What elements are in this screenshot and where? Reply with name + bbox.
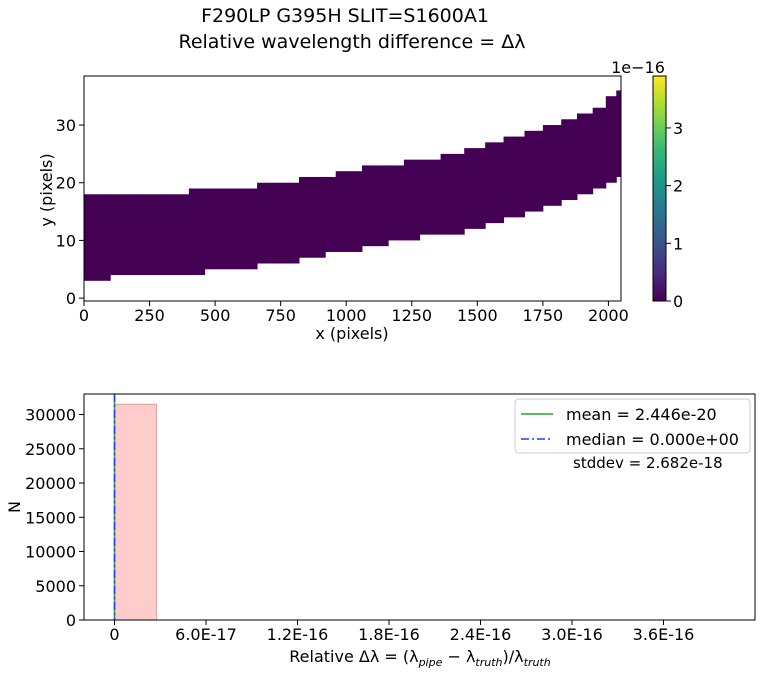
tick-label: 20000 (25, 474, 76, 493)
trace-segment (404, 160, 420, 241)
tick-label: 3.6E-16 (633, 625, 695, 644)
trace-segment (504, 137, 525, 218)
figure-title-line2: Relative wavelength difference = Δλ (178, 31, 525, 53)
trace-segment (362, 165, 389, 246)
trace-segment (485, 142, 504, 223)
colorbar: 0 1 2 3 1e−16 (611, 58, 683, 311)
trace-segment (388, 165, 404, 240)
tick-label: 5000 (35, 577, 76, 596)
histogram-bar (115, 404, 157, 620)
trace-segment (606, 96, 617, 183)
trace-segment (543, 125, 562, 206)
tick-label: 0 (66, 289, 76, 308)
heatmap-x-ticks: 0 250 500 750 1000 1250 1500 1750 2000 (79, 301, 629, 325)
tick-label: 2 (673, 177, 683, 196)
tick-label: 500 (200, 306, 231, 325)
tick-label: 0 (109, 625, 119, 644)
histogram-panel: 0 6.0E-17 1.2E-16 1.8E-16 2.4E-16 3.0E-16 3.6E… (5, 394, 755, 669)
tick-label: 0 (66, 611, 76, 630)
trace-segment (420, 160, 441, 235)
tick-label: 3.0E-16 (541, 625, 603, 644)
trace-segment (241, 189, 257, 270)
trace-segment (325, 177, 336, 252)
trace-segment (299, 177, 326, 258)
tick-label: 30 (56, 116, 76, 135)
trace-segment (110, 194, 137, 275)
tick-label: 750 (265, 306, 296, 325)
tick-label: 25000 (25, 440, 76, 459)
trace-segment (525, 131, 544, 212)
trace-segment (136, 194, 163, 275)
legend-median-label: median = 0.000e+00 (566, 430, 739, 449)
trace-segment (441, 154, 465, 235)
trace-segment (205, 189, 242, 270)
histogram-bars (115, 404, 157, 620)
trace-segment (577, 114, 593, 195)
tick-label: 250 (134, 306, 165, 325)
trace-segment (289, 183, 300, 264)
tick-label: 6.0E-17 (175, 625, 237, 644)
tick-label: 0 (673, 292, 683, 311)
histogram-ylabel: N (5, 501, 24, 513)
histogram-y-ticks: 0 5000 10000 15000 20000 25000 30000 (25, 406, 84, 630)
tick-label: 10 (56, 231, 76, 250)
tick-label: 1750 (523, 306, 564, 325)
trace-segment (84, 194, 111, 281)
trace-segment (189, 189, 205, 276)
figure-title-line1: F290LP G395H SLIT=S1600A1 (201, 5, 489, 27)
tick-label: 2.4E-16 (450, 625, 512, 644)
legend-mean-label: mean = 2.446e-20 (566, 405, 717, 424)
stddev-annotation: stddev = 2.682e-18 (573, 454, 723, 472)
histogram-xlabel: Relative Δλ = (λpipe − λtruth)/λtruth (289, 647, 550, 669)
heatmap-panel: 0 250 500 750 1000 1250 1500 1750 2000 0 10 20 30 x… (37, 76, 629, 343)
trace-segment (561, 119, 577, 200)
colorbar-ticks: 0 1 2 3 (666, 119, 683, 311)
trace-segment (163, 194, 190, 275)
tick-label: 1250 (391, 306, 432, 325)
tick-label: 10000 (25, 543, 76, 562)
heatmap-xlabel: x (pixels) (315, 324, 388, 343)
trace-segment (464, 148, 485, 229)
tick-label: 3 (673, 119, 683, 138)
tick-label: 1.8E-16 (358, 625, 420, 644)
tick-label: 1.2E-16 (267, 625, 329, 644)
tick-label: 15000 (25, 508, 76, 527)
colorbar-gradient (653, 76, 666, 301)
tick-label: 1500 (457, 306, 498, 325)
histogram-legend: mean = 2.446e-20 median = 0.000e+00 (515, 399, 750, 453)
histogram-x-ticks: 0 6.0E-17 1.2E-16 1.8E-16 2.4E-16 3.0E-16 3.6E… (109, 620, 694, 644)
tick-label: 2000 (588, 306, 629, 325)
colorbar-scale-label: 1e−16 (611, 58, 665, 77)
heatmap-ylabel: y (pixels) (37, 153, 56, 226)
heatmap-y-ticks: 0 10 20 30 (56, 116, 84, 308)
tick-label: 1000 (326, 306, 367, 325)
tick-label: 30000 (25, 406, 76, 425)
trace-segment (593, 108, 607, 189)
tick-label: 20 (56, 174, 76, 193)
tick-label: 1 (673, 234, 683, 253)
trace-segment (257, 183, 289, 264)
trace-segment (336, 171, 363, 252)
tick-label: 0 (79, 306, 89, 325)
